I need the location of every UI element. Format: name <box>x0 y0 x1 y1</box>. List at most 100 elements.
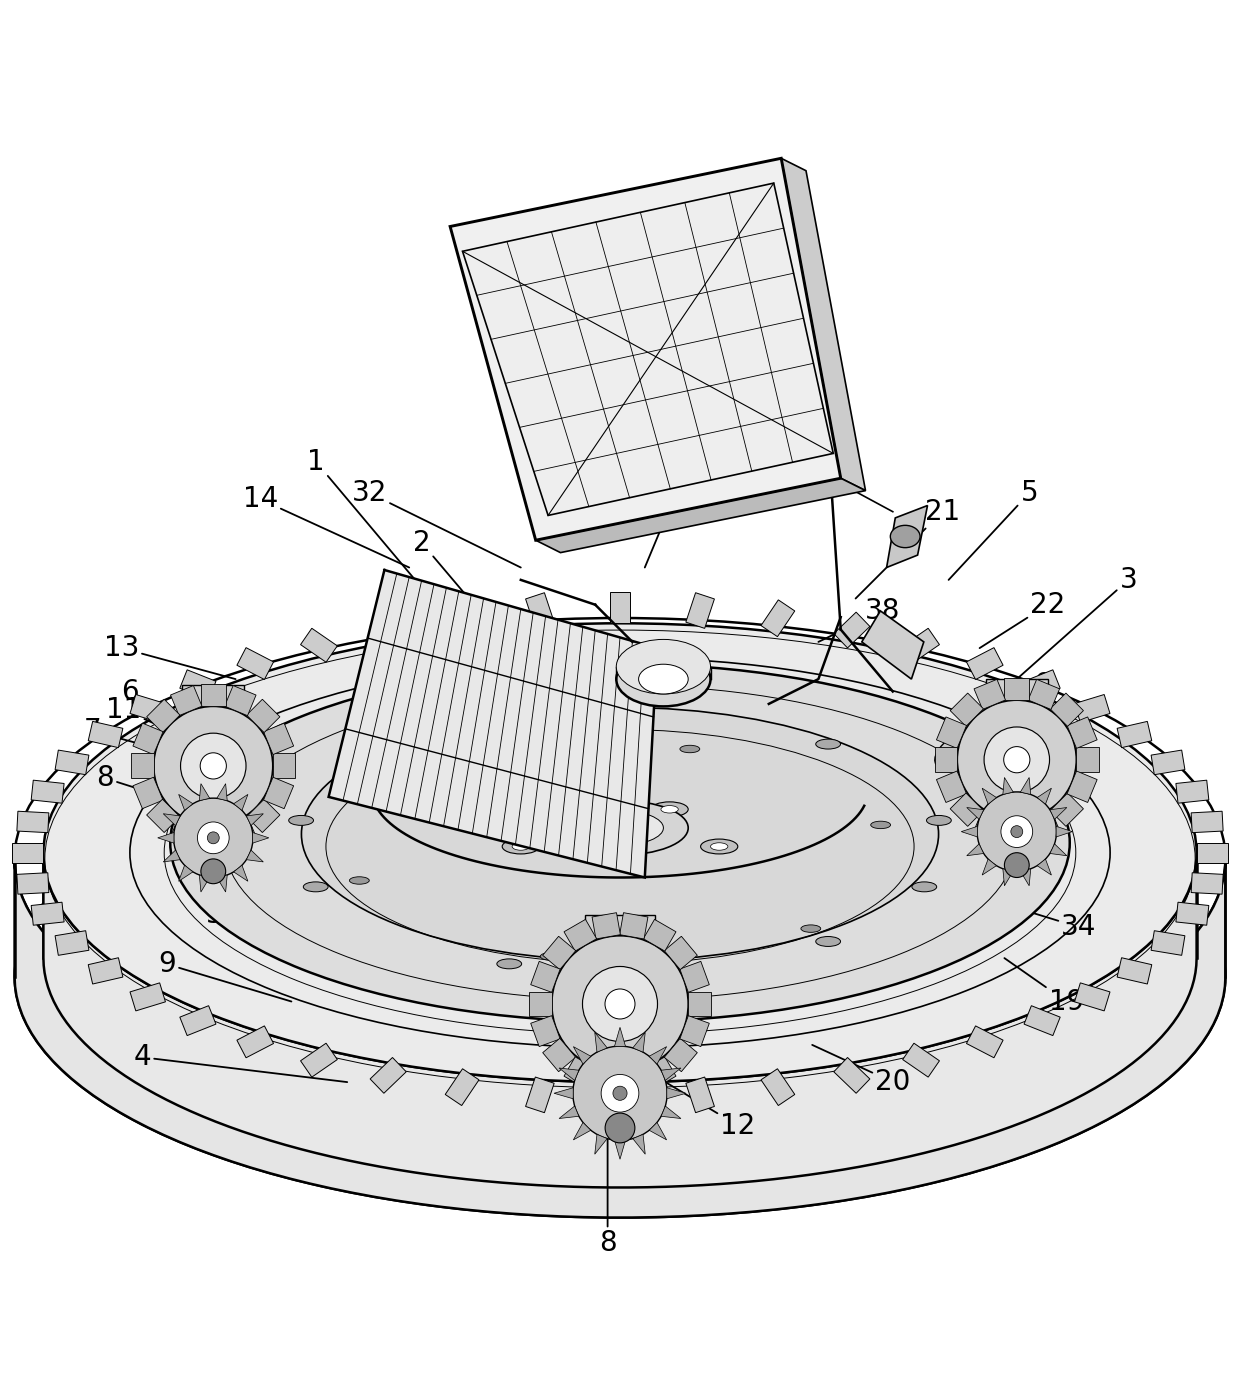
Ellipse shape <box>43 624 1197 1082</box>
Ellipse shape <box>601 1075 639 1112</box>
Polygon shape <box>1004 819 1029 841</box>
Polygon shape <box>1021 777 1030 794</box>
Polygon shape <box>201 826 226 848</box>
Ellipse shape <box>541 953 560 960</box>
Polygon shape <box>1068 716 1097 748</box>
Polygon shape <box>1004 678 1029 700</box>
Polygon shape <box>950 792 983 826</box>
Text: 7: 7 <box>84 718 198 759</box>
Ellipse shape <box>583 967 657 1041</box>
Polygon shape <box>531 1015 560 1047</box>
Polygon shape <box>200 784 210 801</box>
Ellipse shape <box>957 700 1076 819</box>
Text: 8: 8 <box>97 765 184 804</box>
Polygon shape <box>661 1106 681 1119</box>
Polygon shape <box>935 747 957 772</box>
Polygon shape <box>130 983 165 1011</box>
Ellipse shape <box>611 781 629 788</box>
Polygon shape <box>463 183 833 516</box>
Polygon shape <box>615 1140 625 1159</box>
Polygon shape <box>680 961 709 993</box>
Polygon shape <box>1151 750 1185 774</box>
Text: 32: 32 <box>352 479 521 567</box>
Ellipse shape <box>154 707 273 826</box>
Ellipse shape <box>926 816 951 826</box>
Ellipse shape <box>985 727 1049 792</box>
Text: 3: 3 <box>1017 566 1137 679</box>
Polygon shape <box>1056 826 1073 837</box>
Text: 23: 23 <box>645 479 693 567</box>
Ellipse shape <box>651 802 688 817</box>
Text: 34: 34 <box>998 902 1096 940</box>
Polygon shape <box>975 810 1006 839</box>
Polygon shape <box>936 770 966 802</box>
Polygon shape <box>1024 1005 1060 1036</box>
Polygon shape <box>833 613 870 647</box>
Polygon shape <box>17 812 48 833</box>
Polygon shape <box>564 920 596 952</box>
Text: 6: 6 <box>122 678 217 734</box>
Polygon shape <box>237 1026 274 1058</box>
Polygon shape <box>224 816 255 846</box>
Ellipse shape <box>246 685 994 983</box>
Ellipse shape <box>289 816 314 826</box>
Text: 21: 21 <box>856 498 960 599</box>
Polygon shape <box>130 694 165 722</box>
Polygon shape <box>1117 958 1152 985</box>
Ellipse shape <box>935 729 983 768</box>
Polygon shape <box>247 700 280 733</box>
Polygon shape <box>200 875 210 892</box>
Polygon shape <box>667 1087 686 1099</box>
Ellipse shape <box>200 752 227 779</box>
Text: 33: 33 <box>212 857 316 885</box>
Polygon shape <box>179 794 193 810</box>
Polygon shape <box>591 913 620 939</box>
Polygon shape <box>329 570 657 877</box>
Polygon shape <box>224 686 255 715</box>
Polygon shape <box>686 593 714 628</box>
Polygon shape <box>543 1039 575 1072</box>
Polygon shape <box>12 842 43 863</box>
Polygon shape <box>1021 869 1030 885</box>
Ellipse shape <box>207 831 219 844</box>
Polygon shape <box>620 913 649 939</box>
Polygon shape <box>171 686 202 715</box>
Ellipse shape <box>616 639 711 694</box>
Polygon shape <box>133 777 162 809</box>
Polygon shape <box>182 686 244 716</box>
Polygon shape <box>559 1068 579 1080</box>
Polygon shape <box>554 1087 573 1099</box>
Polygon shape <box>967 808 983 819</box>
Polygon shape <box>131 754 154 779</box>
Text: 9: 9 <box>159 950 291 1001</box>
Text: 1: 1 <box>308 448 446 617</box>
Text: 14: 14 <box>243 485 409 567</box>
Polygon shape <box>179 866 193 881</box>
Polygon shape <box>680 1015 709 1047</box>
Polygon shape <box>217 875 227 892</box>
Ellipse shape <box>661 805 678 813</box>
Polygon shape <box>531 961 560 993</box>
Polygon shape <box>644 1057 676 1088</box>
Polygon shape <box>1176 780 1209 804</box>
Ellipse shape <box>577 810 663 845</box>
Polygon shape <box>1003 777 1013 794</box>
Polygon shape <box>1003 869 1013 885</box>
Polygon shape <box>1151 931 1185 956</box>
Polygon shape <box>264 777 294 809</box>
Polygon shape <box>88 958 123 985</box>
Text: 20: 20 <box>812 1046 910 1097</box>
Polygon shape <box>1024 669 1060 700</box>
Polygon shape <box>300 628 337 662</box>
Polygon shape <box>233 866 248 881</box>
Ellipse shape <box>605 1113 635 1142</box>
Ellipse shape <box>181 733 246 798</box>
Polygon shape <box>1050 792 1084 826</box>
Polygon shape <box>1117 722 1152 748</box>
Text: 22: 22 <box>980 591 1065 649</box>
Polygon shape <box>536 479 866 553</box>
Ellipse shape <box>1003 747 1030 773</box>
Polygon shape <box>1075 983 1110 1011</box>
Polygon shape <box>300 1043 337 1077</box>
Ellipse shape <box>552 936 688 1072</box>
